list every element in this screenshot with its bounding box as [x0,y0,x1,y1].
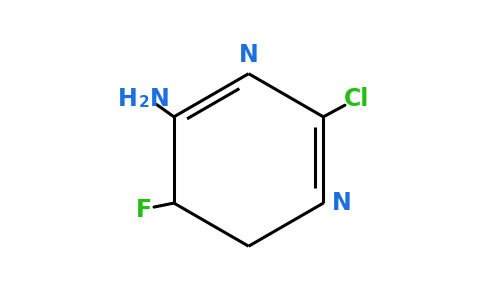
Text: F: F [136,198,152,222]
Text: N: N [239,44,258,68]
Text: N: N [332,191,351,215]
Text: N: N [150,87,170,111]
Text: 2: 2 [139,95,150,110]
Text: Cl: Cl [344,87,369,111]
Text: H: H [118,87,137,111]
